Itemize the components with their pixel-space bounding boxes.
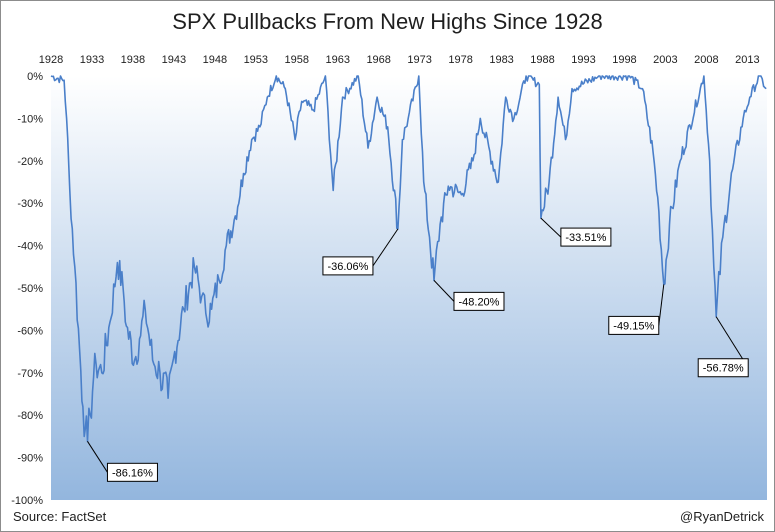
x-tick-label: 1988 [530, 54, 554, 66]
x-tick-label: 1933 [80, 54, 104, 66]
author-handle: @RyanDetrick [680, 509, 764, 524]
y-tick-label: -50% [17, 283, 43, 295]
x-tick-label: 1983 [489, 54, 513, 66]
y-tick-label: -30% [17, 198, 43, 210]
x-tick-label: 1963 [325, 54, 349, 66]
y-tick-label: -70% [17, 368, 43, 380]
plot-area [51, 76, 767, 500]
y-tick-label: -60% [17, 325, 43, 337]
annotation-label: -86.16% [112, 467, 153, 479]
x-tick-label: 1993 [571, 54, 595, 66]
annotation-leader [372, 228, 399, 267]
y-tick-label: -10% [17, 113, 43, 125]
annotation-leader [540, 217, 562, 238]
chart-title: SPX Pullbacks From New Highs Since 1928 [172, 9, 603, 34]
x-tick-label: 1948 [203, 54, 227, 66]
annotation-box [322, 256, 374, 276]
annotation-label: -36.06% [327, 261, 368, 273]
x-tick-label: 1953 [244, 54, 268, 66]
annotation-leader [433, 280, 455, 302]
x-tick-label: 1938 [121, 54, 145, 66]
annotation-box [697, 358, 749, 378]
annotation-label: -33.51% [565, 232, 606, 244]
x-tick-label: 1968 [366, 54, 390, 66]
x-tick-label: 1998 [612, 54, 636, 66]
annotation-box [560, 227, 612, 247]
drawdown-line [50, 75, 767, 443]
x-tick-label: 2013 [735, 54, 759, 66]
annotation-label: -56.78% [703, 363, 744, 375]
annotation-label: -49.15% [613, 320, 654, 332]
x-tick-label: 1928 [39, 54, 63, 66]
annotation-box [106, 462, 158, 482]
y-tick-label: -100% [11, 495, 43, 507]
y-tick-label: -90% [17, 453, 43, 465]
annotation-box [608, 315, 660, 335]
y-tick-label: -80% [17, 410, 43, 422]
y-tick-label: -40% [17, 241, 43, 253]
x-tick-label: 1943 [162, 54, 186, 66]
x-tick-label: 2003 [653, 54, 677, 66]
annotation-leader [658, 284, 665, 326]
x-tick-label: 1958 [285, 54, 309, 66]
y-tick-label: 0% [27, 71, 43, 83]
x-tick-label: 1973 [407, 54, 431, 66]
annotation-leader [87, 441, 108, 473]
source-note: Source: FactSet [13, 509, 107, 524]
y-tick-label: -20% [17, 156, 43, 168]
x-tick-label: 1978 [448, 54, 472, 66]
annotation-box [453, 291, 505, 311]
annotation-label: -48.20% [458, 296, 499, 308]
x-tick-label: 2008 [694, 54, 718, 66]
